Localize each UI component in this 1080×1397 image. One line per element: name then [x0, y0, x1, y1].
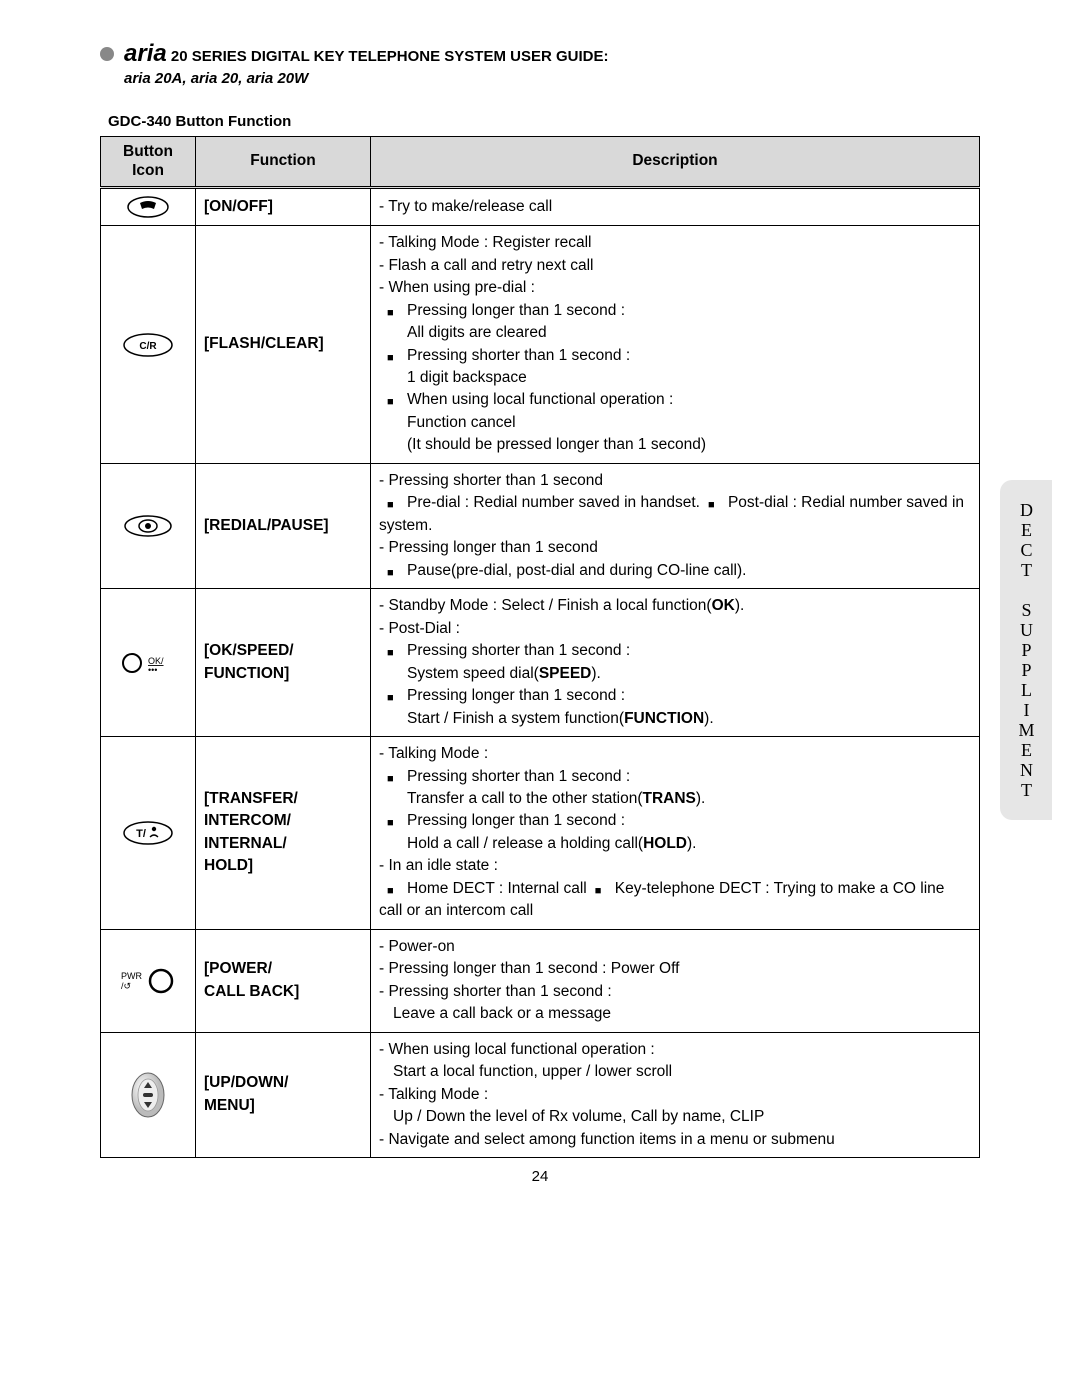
eye-icon [101, 463, 196, 588]
table-row: T/ [TRANSFER/INTERCOM/INTERNAL/HOLD]- Tal… [101, 737, 980, 930]
section-title: GDC-340 Button Function [100, 107, 980, 136]
transfer-icon: T/ [101, 737, 196, 930]
col-description: Description [371, 137, 980, 188]
title-rest: 20 SERIES DIGITAL KEY TELEPHONE SYSTEM U… [167, 48, 609, 65]
svg-text:T/: T/ [136, 828, 146, 840]
function-name: [UP/DOWN/MENU] [196, 1032, 371, 1157]
svg-text:C/R: C/R [139, 341, 157, 352]
ok-icon: OK/••• [101, 589, 196, 737]
description: - Standby Mode : Select / Finish a local… [371, 589, 980, 737]
table-row: OK/•••[OK/SPEED/FUNCTION]- Standby Mode … [101, 589, 980, 737]
table-row: C/R [FLASH/CLEAR]- Talking Mode : Registe… [101, 226, 980, 464]
side-tab: DECT SUPPLIMENT [1000, 480, 1052, 820]
table-row: [REDIAL/PAUSE]- Pressing shorter than 1 … [101, 463, 980, 588]
table-row: [UP/DOWN/MENU]- When using local functio… [101, 1032, 980, 1157]
description: - When using local functional operation … [371, 1032, 980, 1157]
subtitle: aria 20A, aria 20, aria 20W [124, 70, 980, 87]
cr-icon: C/R [101, 226, 196, 464]
function-name: [ON/OFF] [196, 188, 371, 226]
bullet-icon [100, 47, 114, 61]
col-button-icon: ButtonIcon [101, 137, 196, 188]
brand-name: aria [124, 40, 167, 67]
document-header: aria 20 SERIES DIGITAL KEY TELEPHONE SYS… [100, 40, 980, 87]
description: - Talking Mode : Register recall- Flash … [371, 226, 980, 464]
function-name: [FLASH/CLEAR] [196, 226, 371, 464]
svg-text:PWR: PWR [121, 971, 142, 981]
function-name: [OK/SPEED/FUNCTION] [196, 589, 371, 737]
side-tab-label: DECT SUPPLIMENT [1016, 500, 1037, 800]
function-name: [POWER/CALL BACK] [196, 929, 371, 1032]
table-header-row: ButtonIcon Function Description [101, 137, 980, 188]
page-number: 24 [100, 1168, 980, 1185]
table-row: PWR/↺[POWER/CALL BACK]- Power-on- Pressi… [101, 929, 980, 1032]
updown-icon [101, 1032, 196, 1157]
description: - Talking Mode :Pressing shorter than 1 … [371, 737, 980, 930]
button-function-table: ButtonIcon Function Description [ON/OFF]… [100, 136, 980, 1158]
description: - Try to make/release call [371, 188, 980, 226]
svg-text:•••: ••• [148, 665, 157, 675]
phone-icon [101, 188, 196, 226]
svg-text:/↺: /↺ [121, 981, 131, 991]
function-name: [REDIAL/PAUSE] [196, 463, 371, 588]
col-function: Function [196, 137, 371, 188]
description: - Power-on- Pressing longer than 1 secon… [371, 929, 980, 1032]
function-name: [TRANSFER/INTERCOM/INTERNAL/HOLD] [196, 737, 371, 930]
description: - Pressing shorter than 1 secondPre-dial… [371, 463, 980, 588]
power-icon: PWR/↺ [101, 929, 196, 1032]
table-row: [ON/OFF]- Try to make/release call [101, 188, 980, 226]
